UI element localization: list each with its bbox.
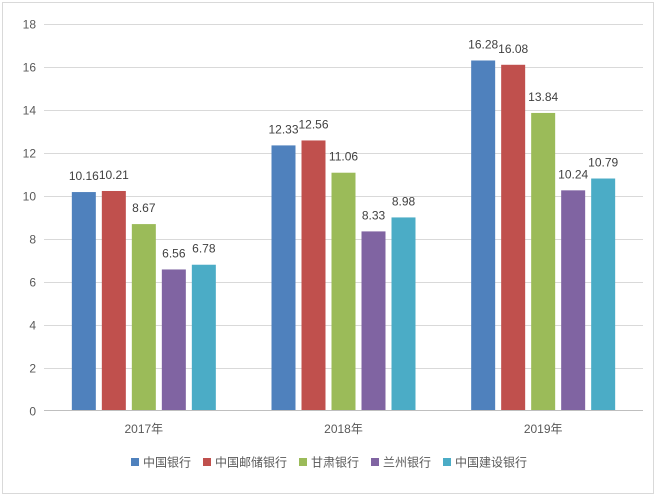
bar bbox=[162, 269, 186, 410]
y-tick-label: 12 bbox=[23, 147, 37, 161]
bar bbox=[302, 140, 326, 410]
legend-label: 兰州银行 bbox=[383, 456, 431, 470]
legend-swatch bbox=[131, 458, 139, 466]
bar bbox=[501, 65, 525, 411]
data-label: 10.16 bbox=[69, 169, 99, 183]
legend-swatch bbox=[371, 458, 379, 466]
legend-label: 甘肃银行 bbox=[311, 456, 359, 470]
bar bbox=[392, 217, 416, 410]
y-tick-label: 0 bbox=[29, 405, 36, 419]
x-category-label: 2017年 bbox=[124, 422, 163, 436]
data-label: 8.98 bbox=[392, 194, 416, 208]
bar bbox=[72, 192, 96, 410]
data-label: 12.56 bbox=[298, 117, 328, 131]
bar bbox=[471, 60, 495, 410]
data-label: 8.67 bbox=[132, 201, 156, 215]
legend-label: 中国银行 bbox=[143, 455, 191, 470]
y-tick-label: 4 bbox=[29, 319, 36, 333]
bar-series bbox=[72, 60, 615, 410]
data-label: 13.84 bbox=[528, 90, 558, 104]
legend-item: 中国银行 bbox=[131, 455, 191, 470]
legend-item: 中国建设银行 bbox=[443, 455, 527, 470]
legend-item: 兰州银行 bbox=[371, 456, 431, 470]
legend-swatch bbox=[203, 458, 211, 466]
legend: 中国银行 中国邮储银行 甘肃银行 兰州银行 中国建设银行 bbox=[131, 455, 527, 470]
y-tick-label: 8 bbox=[29, 233, 36, 247]
legend-item: 中国邮储银行 bbox=[203, 455, 287, 470]
y-tick-label: 16 bbox=[23, 61, 37, 75]
data-label: 16.08 bbox=[498, 42, 528, 56]
bar bbox=[591, 179, 615, 411]
x-category-label: 2018年 bbox=[324, 422, 363, 436]
data-label: 12.33 bbox=[268, 122, 298, 136]
y-tick-label: 14 bbox=[23, 104, 37, 118]
data-label: 16.28 bbox=[468, 37, 498, 51]
data-label: 6.56 bbox=[162, 246, 186, 260]
data-label: 10.24 bbox=[558, 167, 588, 181]
x-category-label: 2019年 bbox=[524, 422, 563, 436]
legend-label: 中国邮储银行 bbox=[215, 455, 287, 470]
bar bbox=[362, 231, 386, 410]
data-label: 11.06 bbox=[329, 150, 358, 164]
y-tick-label: 6 bbox=[29, 276, 36, 290]
bar bbox=[192, 265, 216, 411]
y-axis: 0 2 4 6 8 10 12 14 16 18 bbox=[23, 18, 37, 419]
data-label: 10.79 bbox=[588, 156, 618, 170]
data-label: 8.33 bbox=[362, 208, 386, 222]
bar bbox=[531, 113, 555, 411]
bar bbox=[561, 190, 585, 410]
bar bbox=[132, 224, 156, 410]
data-label: 10.21 bbox=[99, 168, 129, 182]
legend-swatch bbox=[443, 458, 451, 466]
y-tick-label: 10 bbox=[23, 190, 37, 204]
bar bbox=[332, 173, 356, 411]
legend-label: 中国建设银行 bbox=[455, 455, 527, 470]
x-axis: 2017年 2018年 2019年 bbox=[44, 411, 643, 437]
bar bbox=[272, 145, 296, 410]
y-tick-label: 2 bbox=[29, 362, 36, 376]
bar bbox=[102, 191, 126, 411]
data-label: 6.78 bbox=[192, 242, 216, 256]
legend-swatch bbox=[299, 458, 307, 466]
legend-item: 甘肃银行 bbox=[299, 456, 359, 470]
y-tick-label: 18 bbox=[23, 18, 37, 32]
